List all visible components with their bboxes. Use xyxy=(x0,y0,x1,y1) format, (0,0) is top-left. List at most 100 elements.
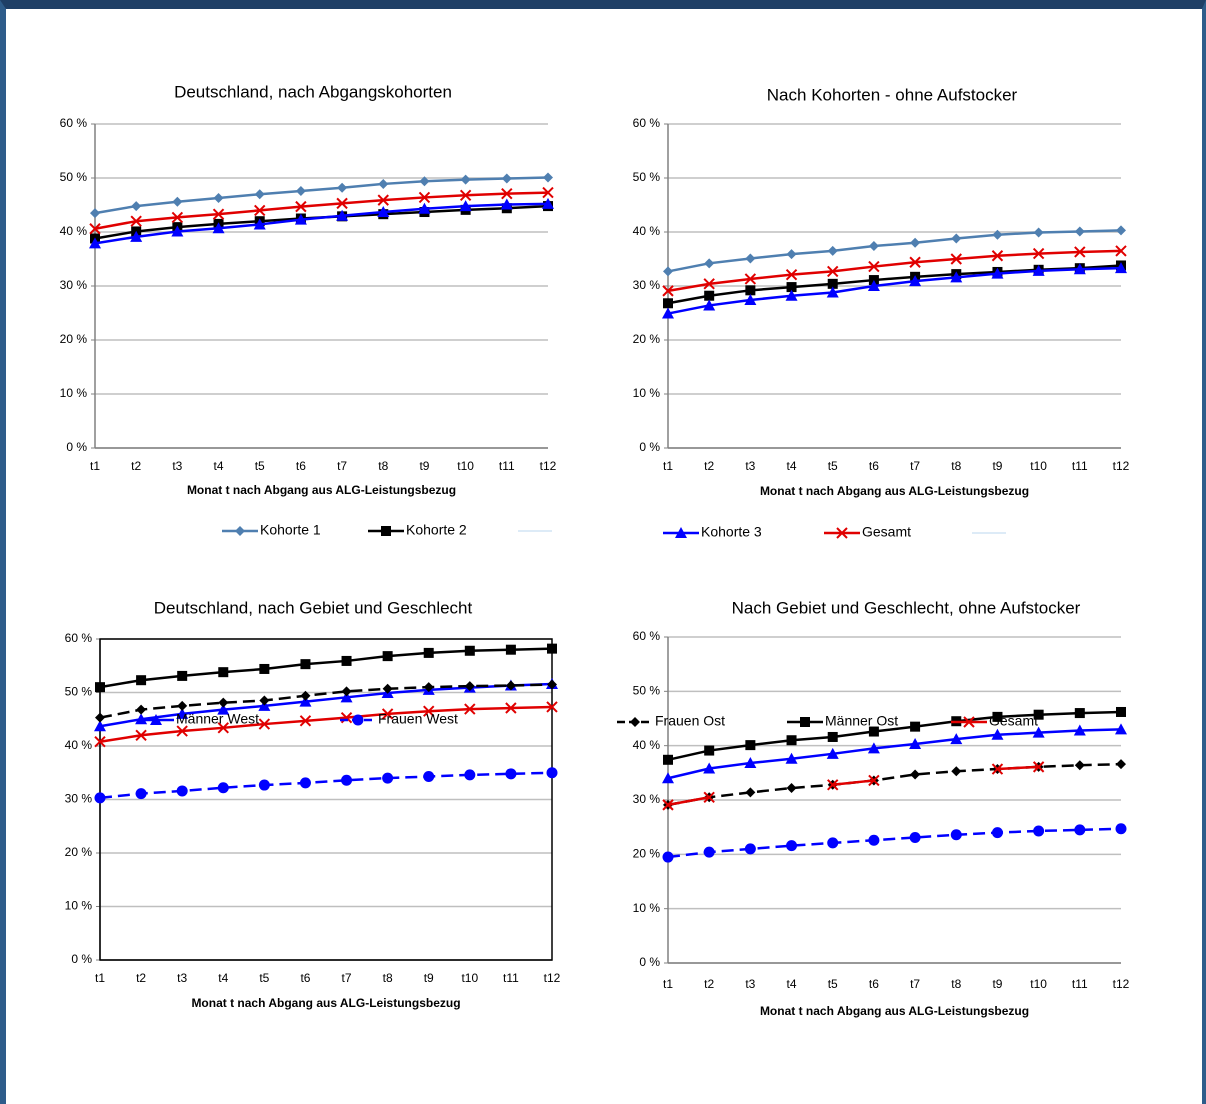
data-point xyxy=(909,738,922,750)
chart-title: Deutschland, nach Gebiet und Geschlecht xyxy=(154,598,473,617)
data-point xyxy=(827,731,838,742)
data-point xyxy=(951,766,962,777)
data-point xyxy=(131,201,142,212)
data-point xyxy=(95,712,105,723)
data-point xyxy=(991,763,1004,775)
x-tick-label: t11 xyxy=(1072,977,1088,991)
data-point xyxy=(662,285,674,297)
data-point xyxy=(703,791,715,803)
data-point xyxy=(662,772,674,784)
x-tick-label: t1 xyxy=(95,971,105,985)
data-point xyxy=(217,722,229,734)
data-point xyxy=(909,256,921,268)
legend-label: Kohorte 2 xyxy=(406,522,467,538)
x-tick-label: t8 xyxy=(951,459,961,473)
data-point xyxy=(130,230,143,242)
data-point xyxy=(1074,246,1086,258)
legend-marker xyxy=(352,714,364,726)
data-point xyxy=(505,680,516,691)
data-point xyxy=(745,740,756,751)
x-tick-label: t6 xyxy=(869,977,879,991)
data-point xyxy=(501,187,513,200)
data-point xyxy=(785,289,798,301)
data-point xyxy=(909,831,921,843)
data-point xyxy=(546,767,558,779)
data-point xyxy=(94,720,106,732)
x-axis-title: Monat t nach Abgang aus ALG-Leistungsbez… xyxy=(187,483,456,497)
data-point xyxy=(89,223,101,235)
x-tick-label: t12 xyxy=(1113,459,1130,473)
x-tick-label: t4 xyxy=(218,971,228,985)
y-tick-label: 30 % xyxy=(633,792,661,806)
data-point xyxy=(253,218,266,230)
data-point xyxy=(663,754,673,765)
data-point xyxy=(786,840,798,852)
data-point xyxy=(704,745,715,756)
x-tick-label: t2 xyxy=(136,971,146,985)
data-point xyxy=(786,282,797,293)
y-tick-label: 60 % xyxy=(60,116,88,130)
data-point xyxy=(546,701,558,713)
data-point xyxy=(703,846,715,858)
data-point xyxy=(1032,761,1045,773)
data-point xyxy=(294,213,307,225)
data-point xyxy=(1073,724,1086,736)
legend-label: Gesamt xyxy=(862,524,911,540)
data-point xyxy=(663,298,673,309)
series-line xyxy=(99,683,553,719)
y-tick-label: 10 % xyxy=(60,386,88,400)
x-tick-label: t11 xyxy=(1072,459,1088,473)
data-point xyxy=(950,829,962,841)
data-point xyxy=(94,792,106,804)
data-point xyxy=(299,715,312,727)
legend-marker xyxy=(836,527,848,539)
data-point xyxy=(868,241,879,252)
x-tick-label: t10 xyxy=(1030,977,1047,991)
data-point xyxy=(547,679,557,690)
data-point xyxy=(547,643,557,654)
x-tick-label: t8 xyxy=(383,971,393,985)
data-point xyxy=(1116,225,1126,236)
data-point xyxy=(341,655,352,666)
data-point xyxy=(1115,823,1127,835)
data-point xyxy=(90,208,100,219)
data-point xyxy=(1115,245,1127,257)
data-point xyxy=(464,769,476,781)
data-point xyxy=(910,769,921,780)
data-point xyxy=(177,670,188,681)
legend-marker xyxy=(630,717,640,727)
legend-label: Gesamt xyxy=(989,713,1038,729)
data-point xyxy=(1116,706,1126,717)
data-point xyxy=(704,290,715,301)
x-tick-label: t10 xyxy=(457,459,474,473)
data-point xyxy=(378,178,389,189)
y-tick-label: 40 % xyxy=(60,224,88,238)
data-point xyxy=(991,827,1003,839)
x-tick-label: t2 xyxy=(704,459,714,473)
data-point xyxy=(459,189,472,201)
data-point xyxy=(703,299,716,311)
data-point xyxy=(176,785,188,797)
x-tick-label: t4 xyxy=(787,977,797,991)
x-tick-label: t11 xyxy=(499,459,515,473)
data-point xyxy=(868,774,880,787)
x-tick-label: t6 xyxy=(300,971,310,985)
data-point xyxy=(542,186,554,199)
data-point xyxy=(130,215,142,227)
x-tick-label: t6 xyxy=(869,459,879,473)
data-point xyxy=(950,253,962,265)
x-tick-label: t2 xyxy=(704,977,714,991)
series-line xyxy=(99,682,553,728)
data-point xyxy=(662,799,674,811)
series-line xyxy=(667,728,1122,780)
data-point xyxy=(259,695,270,706)
x-tick-label: t10 xyxy=(1030,459,1047,473)
data-point xyxy=(217,782,229,794)
data-point xyxy=(500,198,513,210)
data-point xyxy=(135,729,147,742)
data-point xyxy=(827,779,839,791)
data-point xyxy=(867,280,880,291)
data-point xyxy=(991,728,1004,740)
x-tick-label: t7 xyxy=(910,977,920,991)
x-tick-label: t1 xyxy=(90,459,100,473)
